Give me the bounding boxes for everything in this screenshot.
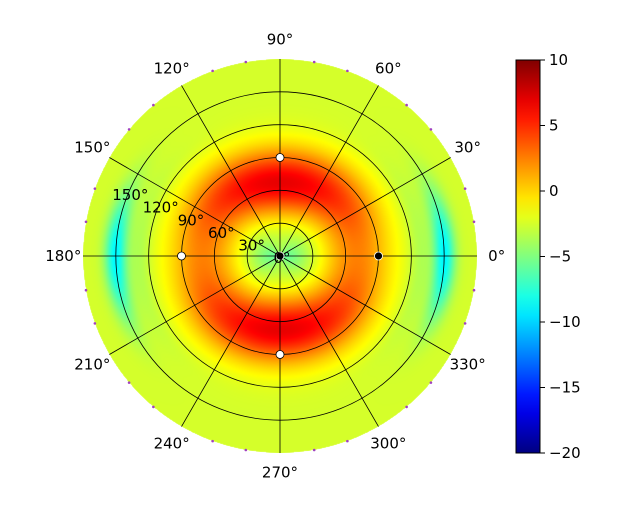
- radial-tick-labels: 0° 30°60°90°120°150°: [112, 186, 290, 267]
- angular-tick-label: 300°: [370, 435, 406, 453]
- angular-tick-label: 90°: [267, 30, 294, 48]
- boundary-marker: [463, 322, 467, 325]
- colorbar: 10 5 0 −5 −10 −15 −20: [515, 51, 581, 462]
- colorbar-tick-label: 0: [549, 182, 559, 200]
- boundary-marker: [429, 128, 433, 131]
- angular-tick-label: 210°: [74, 355, 110, 373]
- boundary-marker: [211, 69, 214, 73]
- boundary-marker: [84, 288, 88, 292]
- boundary-marker: [472, 288, 476, 292]
- boundary-markers: [84, 60, 476, 452]
- boundary-marker: [127, 128, 131, 131]
- boundary-marker: [84, 220, 88, 224]
- angular-tick-label: 120°: [154, 59, 190, 77]
- angular-tick-label: 150°: [74, 139, 110, 157]
- colorbar-gradient: [515, 59, 541, 454]
- angular-gridline: [109, 157, 281, 257]
- boundary-marker: [152, 103, 155, 107]
- angular-tick-labels: 0°30°60°90°120°150°180°210°240°270°300°3…: [45, 30, 505, 481]
- boundary-marker: [429, 381, 433, 384]
- boundary-marker: [472, 220, 476, 224]
- colorbar-tick-label: −10: [549, 313, 581, 331]
- angular-tick-label: 180°: [45, 247, 81, 265]
- angular-gridline: [279, 255, 451, 355]
- radial-tick-label: 90°: [178, 211, 205, 229]
- boundary-marker: [244, 60, 248, 64]
- data-marker: [374, 251, 383, 261]
- boundary-marker: [346, 69, 349, 73]
- point-markers: [177, 153, 383, 359]
- colorbar-tick-label: −5: [549, 248, 571, 266]
- angular-tick-label: 30°: [454, 139, 481, 157]
- boundary-marker: [127, 381, 131, 384]
- colorbar-tick-label: 5: [549, 117, 559, 135]
- boundary-marker: [346, 439, 349, 443]
- angular-tick-label: 240°: [154, 435, 190, 453]
- radial-tick-label: 60°: [208, 224, 235, 242]
- colorbar-tick-label: −20: [549, 444, 581, 462]
- boundary-marker: [152, 405, 155, 409]
- boundary-marker: [405, 103, 408, 107]
- angular-gridline: [279, 255, 379, 427]
- angular-gridline: [181, 255, 281, 427]
- angular-tick-label: 330°: [450, 355, 486, 373]
- boundary-marker: [211, 439, 214, 443]
- angular-tick-label: 60°: [375, 59, 402, 77]
- boundary-marker: [312, 448, 316, 452]
- colorbar-tick-label: 10: [549, 51, 568, 69]
- boundary-marker: [405, 405, 408, 409]
- radial-tick-label: 30°: [238, 236, 265, 254]
- colorbar-tick-label: −15: [549, 379, 581, 397]
- angular-tick-label: 0°: [488, 247, 505, 265]
- boundary-marker: [93, 322, 97, 325]
- boundary-marker: [463, 187, 467, 190]
- colorbar-ticks: 10 5 0 −5 −10 −15 −20: [540, 51, 581, 462]
- data-marker: [275, 350, 285, 359]
- boundary-marker: [244, 448, 248, 452]
- angular-gridline: [279, 157, 451, 257]
- data-marker: [275, 153, 285, 162]
- angular-gridline: [181, 85, 281, 257]
- boundary-marker: [93, 187, 97, 190]
- data-marker: [275, 251, 285, 261]
- angular-tick-label: 270°: [262, 464, 298, 482]
- radial-tick-label: 120°: [143, 199, 179, 217]
- angular-gridline: [109, 255, 281, 355]
- radial-tick-label: 150°: [112, 186, 148, 204]
- angular-gridline: [279, 85, 379, 257]
- boundary-marker: [312, 60, 316, 64]
- radial-tick-label: 0°: [273, 249, 290, 267]
- data-marker: [177, 251, 186, 261]
